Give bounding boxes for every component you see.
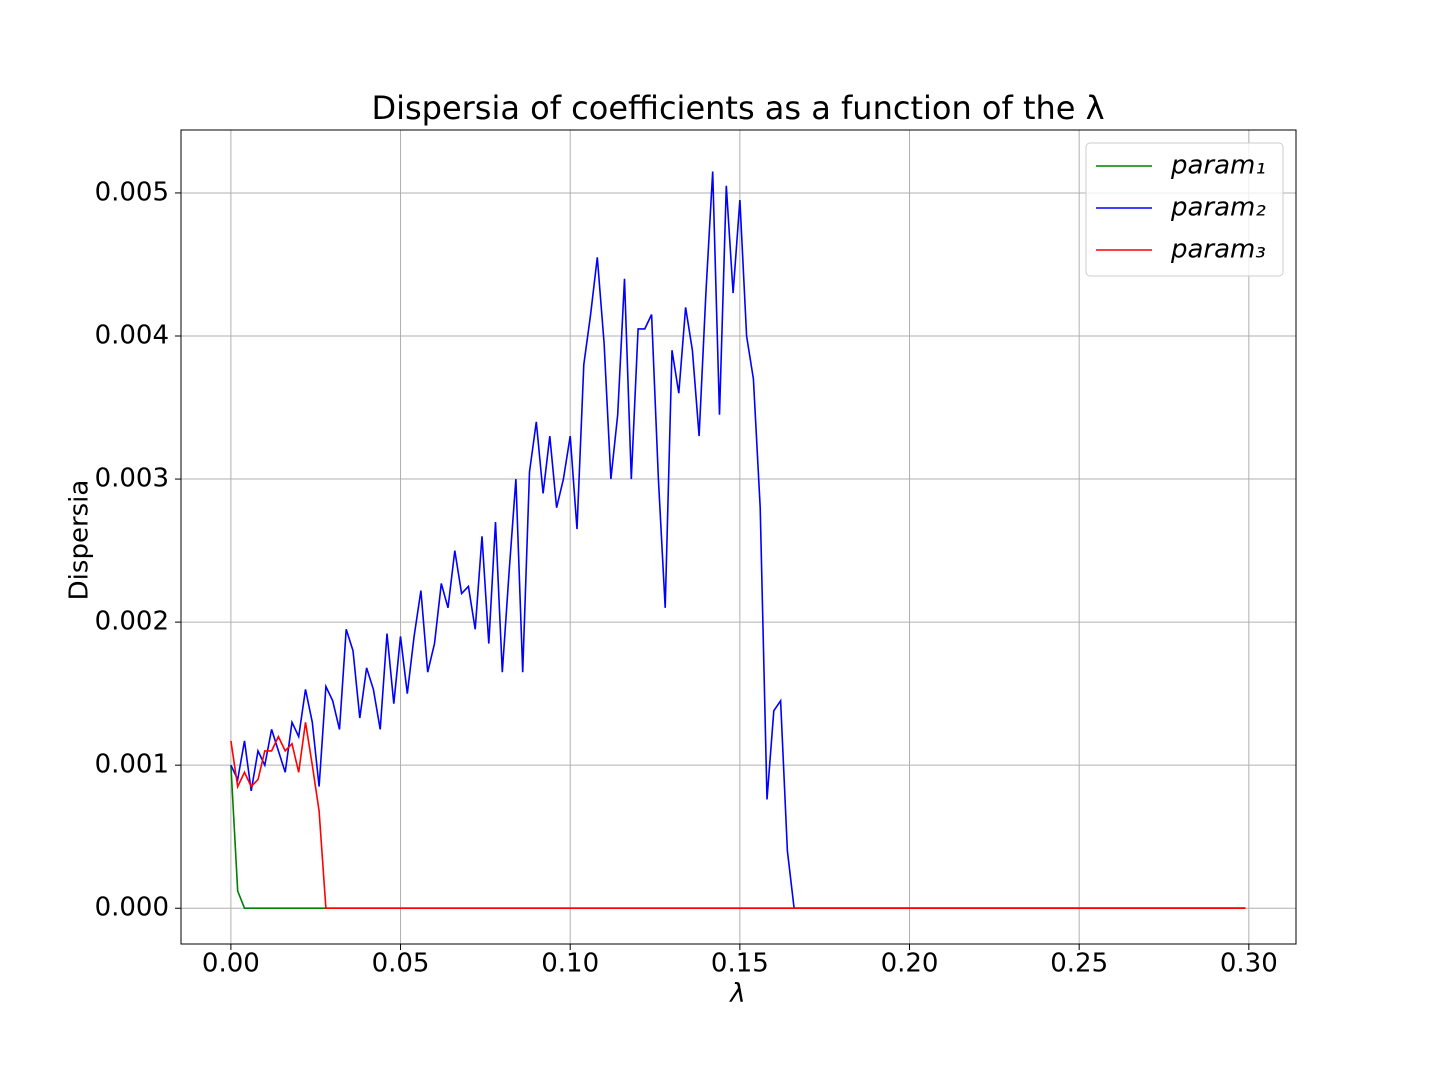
legend-label: param₁	[1170, 151, 1266, 181]
legend-box	[1085, 142, 1284, 277]
legend-label: param₂	[1170, 193, 1266, 223]
legend: param₁ param₂ param₃	[1085, 142, 1284, 277]
plot-frame	[180, 129, 1297, 945]
legend-label: param₃	[1170, 235, 1266, 265]
y-tick-label: 0.001	[95, 750, 169, 780]
y-tick-label: 0.002	[95, 607, 169, 637]
x-axis-label: λ	[728, 979, 745, 1009]
series-line	[230, 722, 1246, 910]
y-tick-label: 0.004	[95, 321, 169, 351]
y-tick-label: 0.000	[95, 893, 169, 923]
y-axis-label: Dispersia	[65, 480, 95, 601]
x-tick-label: 0.00	[202, 949, 260, 979]
chart-title: Dispersia of coefficients as a function …	[371, 89, 1104, 127]
x-tick-label: 0.30	[1220, 949, 1278, 979]
y-tick-label: 0.005	[95, 177, 169, 207]
x-tick-label: 0.15	[711, 949, 769, 979]
y-tick-label: 0.003	[95, 464, 169, 494]
x-tick-label: 0.05	[372, 949, 430, 979]
series-line	[230, 171, 1246, 910]
x-tick-label: 0.20	[881, 949, 939, 979]
x-tick-label: 0.25	[1050, 949, 1108, 979]
x-tick-label: 0.10	[541, 949, 599, 979]
series-line	[230, 765, 1246, 910]
